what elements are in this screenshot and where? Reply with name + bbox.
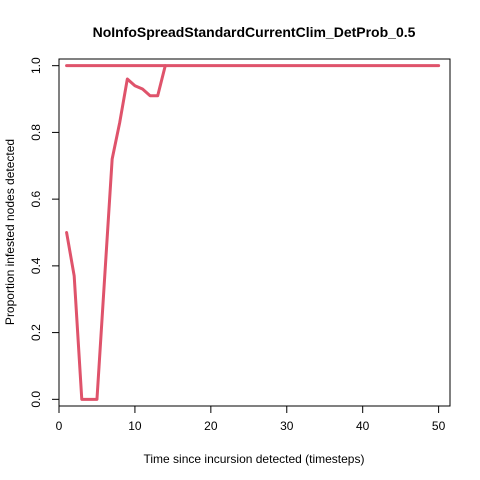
y-tick-label: 1.0 bbox=[29, 57, 43, 74]
y-axis-label: Proportion infested nodes detected bbox=[3, 139, 17, 325]
y-tick-label: 0.0 bbox=[29, 391, 43, 408]
y-tick-label: 0.4 bbox=[29, 257, 43, 274]
y-axis: 0.0 0.2 0.4 0.6 0.8 1.0 bbox=[29, 57, 59, 408]
y-tick-label: 0.6 bbox=[29, 190, 43, 207]
series-line-1 bbox=[65, 64, 167, 401]
x-tick-label: 20 bbox=[204, 419, 218, 433]
x-tick-label: 50 bbox=[432, 419, 446, 433]
plot-box bbox=[58, 58, 451, 407]
x-tick-label: 40 bbox=[356, 419, 370, 433]
x-tick-label: 30 bbox=[280, 419, 294, 433]
x-axis: 0 10 20 30 40 50 bbox=[56, 406, 446, 433]
y-tick-label: 0.2 bbox=[29, 324, 43, 341]
chart-title: NoInfoSpreadStandardCurrentClim_DetProb_… bbox=[93, 24, 416, 40]
x-tick-label: 0 bbox=[56, 419, 63, 433]
y-tick-label: 0.8 bbox=[29, 124, 43, 141]
series-layer bbox=[65, 64, 441, 401]
x-tick-label: 10 bbox=[128, 419, 142, 433]
x-axis-label: Time since incursion detected (timesteps… bbox=[144, 452, 365, 466]
